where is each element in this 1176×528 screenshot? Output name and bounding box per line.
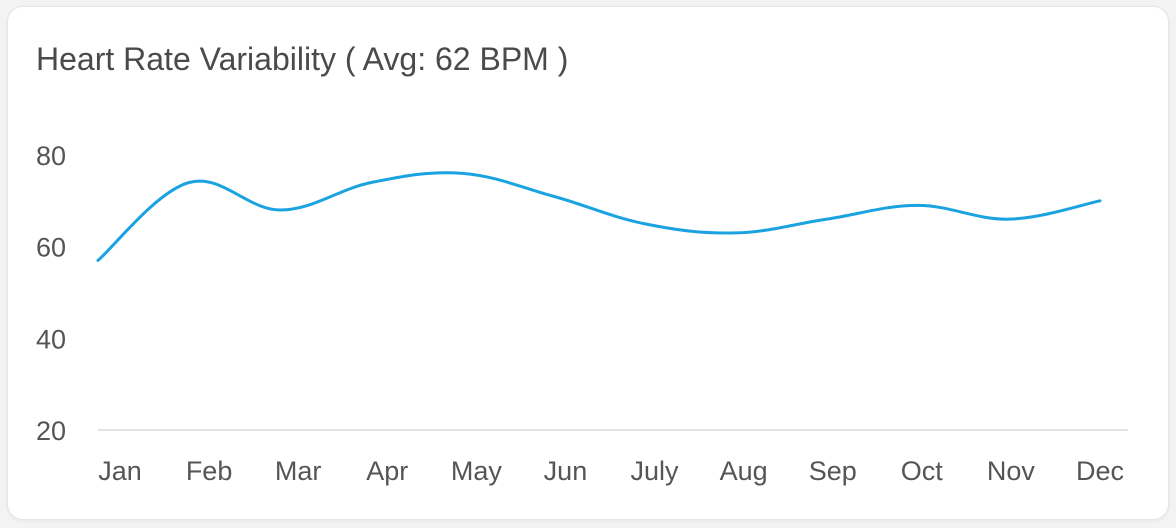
x-tick-label: Apr (366, 456, 408, 486)
x-tick-label: Jan (98, 456, 142, 486)
series-group (96, 171, 1102, 262)
chart-card: Heart Rate Variability ( Avg: 62 BPM ) (7, 6, 1169, 520)
x-tick-label: Mar (275, 456, 322, 486)
x-axis-ticks: Jan Feb Mar Apr May Jun July Aug Sep Oct Nov Dec (98, 456, 1124, 486)
series-line (96, 171, 1102, 262)
chart-title: Heart Rate Variability ( Avg: 62 BPM ) (36, 41, 569, 77)
y-tick-label: 60 (36, 233, 66, 263)
x-tick-label: Oct (901, 456, 944, 486)
y-tick-label: 80 (36, 141, 66, 171)
x-tick-label: Nov (987, 456, 1036, 486)
y-tick-label: 20 (36, 416, 66, 446)
y-tick-label: 40 (36, 324, 66, 354)
x-tick-label: Sep (809, 456, 857, 486)
x-tick-label: Feb (186, 456, 233, 486)
x-tick-label: July (631, 456, 680, 486)
x-tick-label: Dec (1076, 456, 1124, 486)
x-tick-label: Jun (544, 456, 588, 486)
y-axis-ticks: 20 40 60 80 (36, 141, 66, 446)
x-tick-label: May (451, 456, 503, 486)
x-tick-label: Aug (720, 456, 768, 486)
